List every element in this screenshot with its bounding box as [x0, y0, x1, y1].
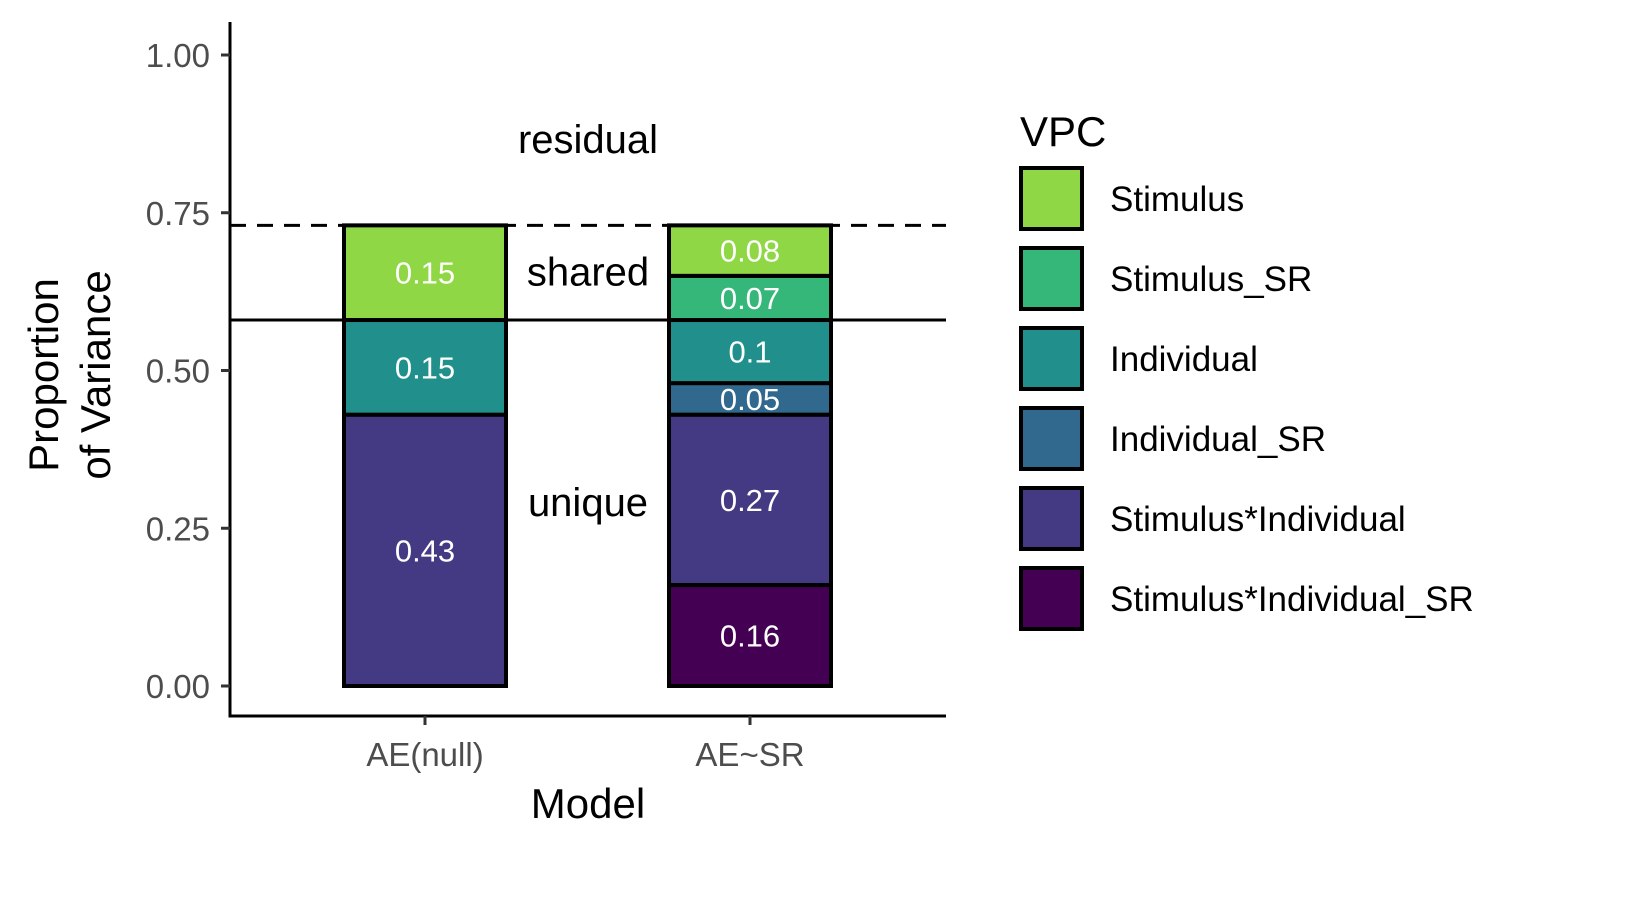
legend-label: Individual [1110, 340, 1258, 379]
bar-segment [342, 223, 508, 323]
x-tick-label: AE(null) [366, 736, 483, 773]
annotation-residual: residual [518, 118, 658, 162]
bar-segment [342, 412, 508, 688]
bar-segment [667, 273, 833, 323]
bar-value-label: 0.1 [728, 335, 771, 370]
x-tick-label: AE~SR [695, 736, 804, 773]
bar-value-label: 0.07 [720, 281, 780, 316]
bar-segment [667, 412, 833, 588]
legend-swatch [1019, 166, 1084, 231]
y-tick-label: 1.00 [146, 37, 210, 74]
bar-value-label: 0.15 [395, 256, 455, 291]
annotation-unique: unique [528, 481, 648, 525]
legend-label: Stimulus*Individual [1110, 500, 1406, 539]
bars: 0.43 0.15 0.15 0.16 0.27 0.05 0.1 0.07 0.08 [342, 223, 833, 688]
y-tick-label: 0.50 [146, 353, 210, 390]
annotation-shared: shared [527, 251, 649, 295]
legend-swatch [1019, 326, 1084, 391]
x-axis-title: Model [531, 780, 645, 827]
bar-value-label: 0.27 [720, 483, 780, 518]
legend-label: Stimulus [1110, 180, 1244, 219]
y-axis-title-line1: Proportion [20, 278, 67, 472]
bar-value-label: 0.15 [395, 350, 455, 385]
bar-value-label: 0.16 [720, 619, 780, 654]
legend-swatch [1019, 406, 1084, 471]
bar-segment [667, 318, 833, 386]
legend-label: Individual_SR [1110, 420, 1326, 459]
legend-swatch [1019, 566, 1084, 631]
axes: 0.00 0.25 0.50 0.75 1.00 AE(null) AE~SR Model Pr… [20, 22, 946, 827]
bar-segment [667, 381, 833, 417]
bar-segment [667, 583, 833, 688]
legend-label: Stimulus_SR [1110, 260, 1312, 299]
annotations: residual shared unique [518, 118, 658, 525]
bar-value-label: 0.43 [395, 533, 455, 568]
bar-segment [342, 318, 508, 417]
legend-swatch [1019, 246, 1084, 311]
legend-swatch [1019, 486, 1084, 551]
bar-value-label: 0.05 [720, 382, 780, 417]
bar-value-label: 0.08 [720, 234, 780, 269]
y-tick-label: 0.75 [146, 195, 210, 232]
y-axis-title-line2: of Variance [72, 270, 119, 479]
y-tick-label: 0.00 [146, 668, 210, 705]
legend-label: Stimulus*Individual_SR [1110, 580, 1474, 619]
y-tick-label: 0.25 [146, 510, 210, 547]
bar-segment [667, 223, 833, 278]
legend-title: VPC [1020, 108, 1106, 155]
